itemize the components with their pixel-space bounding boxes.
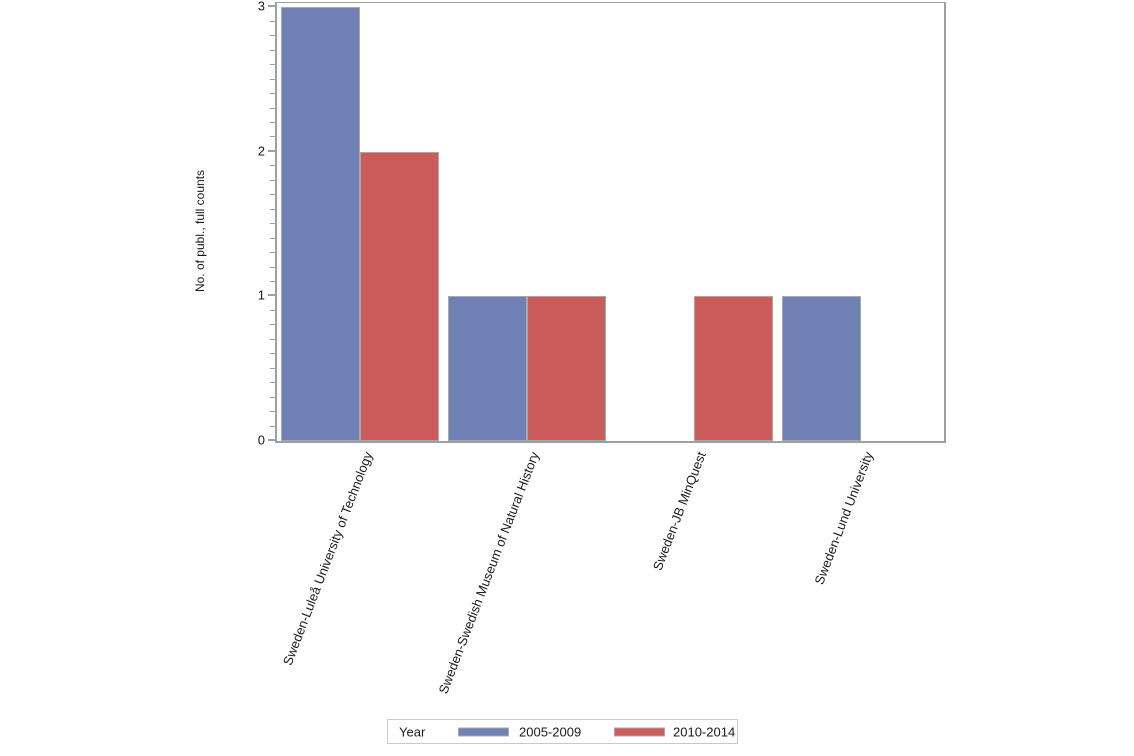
y-major-tick bbox=[268, 5, 275, 8]
bar-2005-2009 bbox=[281, 7, 361, 441]
plot-area bbox=[275, 2, 946, 443]
x-tick-label: Sweden-Luleå University of Technology bbox=[279, 449, 376, 668]
y-tick-label: 0 bbox=[257, 432, 265, 448]
y-major-tick bbox=[268, 439, 275, 441]
y-minor-tick bbox=[270, 223, 275, 225]
y-tick-label: 1 bbox=[257, 287, 265, 303]
y-minor-tick bbox=[270, 179, 275, 181]
y-minor-tick bbox=[270, 20, 275, 22]
y-minor-tick bbox=[270, 136, 275, 138]
legend-label-2010-2014: 2010-2014 bbox=[673, 724, 736, 739]
y-minor-tick bbox=[270, 121, 275, 123]
legend: Year 2005-2009 2010-2014 bbox=[387, 719, 738, 744]
y-minor-tick bbox=[270, 194, 275, 196]
y-minor-tick bbox=[270, 425, 275, 427]
y-minor-tick bbox=[270, 93, 275, 95]
y-axis-title: No. of publ., full counts bbox=[193, 169, 207, 293]
y-major-tick bbox=[268, 294, 275, 297]
y-minor-tick bbox=[270, 64, 275, 66]
legend-swatch-2005-2009 bbox=[458, 727, 509, 736]
bar-2005-2009 bbox=[448, 296, 528, 441]
x-tick-label: Sweden-Swedish Museum of Natural History bbox=[435, 449, 543, 696]
y-minor-tick bbox=[270, 353, 275, 355]
y-minor-tick bbox=[270, 382, 275, 384]
x-tick-label: Sweden-Lund University bbox=[811, 449, 876, 587]
y-minor-tick bbox=[270, 280, 275, 282]
bar-2010-2014 bbox=[693, 296, 773, 441]
y-minor-tick bbox=[270, 309, 275, 311]
y-minor-tick bbox=[270, 107, 275, 109]
bar-2010-2014 bbox=[360, 151, 440, 441]
y-minor-tick bbox=[270, 252, 275, 254]
y-minor-tick bbox=[270, 35, 275, 37]
y-minor-tick bbox=[270, 324, 275, 326]
y-minor-tick bbox=[270, 237, 275, 239]
y-minor-tick bbox=[270, 266, 275, 268]
y-minor-tick bbox=[270, 78, 275, 80]
legend-swatch-2010-2014 bbox=[614, 727, 665, 736]
y-minor-tick bbox=[270, 165, 275, 167]
y-tick-label: 3 bbox=[257, 0, 265, 14]
y-tick-label: 2 bbox=[257, 143, 265, 159]
legend-label-2005-2009: 2005-2009 bbox=[519, 724, 582, 739]
y-minor-tick bbox=[270, 338, 275, 340]
y-major-tick bbox=[268, 149, 275, 152]
x-tick-label: Sweden-JB MinQuest bbox=[649, 449, 709, 573]
y-minor-tick bbox=[270, 396, 275, 398]
y-minor-tick bbox=[270, 411, 275, 413]
bar-2010-2014 bbox=[527, 296, 607, 441]
bar-2005-2009 bbox=[781, 296, 861, 441]
y-minor-tick bbox=[270, 367, 275, 369]
y-minor-tick bbox=[270, 208, 275, 210]
legend-title: Year bbox=[399, 724, 426, 739]
y-minor-tick bbox=[270, 49, 275, 51]
